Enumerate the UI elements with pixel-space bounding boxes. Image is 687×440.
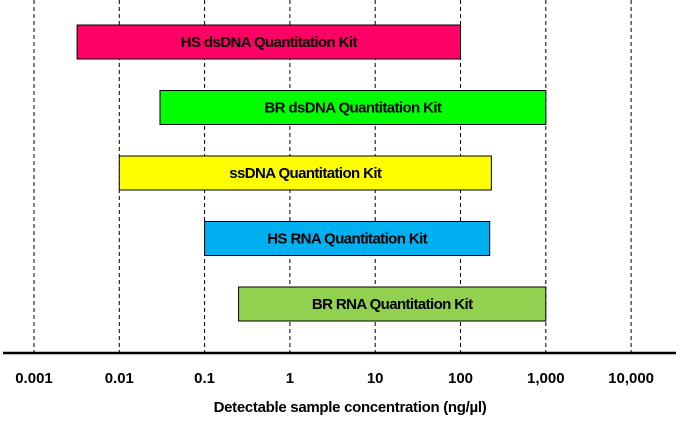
x-tick-label: 1 bbox=[286, 370, 294, 387]
bar-rect bbox=[238, 286, 547, 322]
x-tick-label: 0.001 bbox=[15, 370, 53, 387]
x-tick-label: 0.1 bbox=[194, 370, 215, 387]
x-tick-label: 100 bbox=[448, 370, 473, 387]
bar-label: HS RNA Quantitation Kit bbox=[267, 231, 427, 248]
x-tick-label: 1,000 bbox=[527, 370, 565, 387]
x-tick-labels: 0.001 0.01 0.1 1 10 100 1,000 10,000 bbox=[15, 370, 654, 387]
range-bar: HS dsDNA Quantitation Kit bbox=[76, 24, 461, 60]
bar-label: BR RNA Quantitation Kit bbox=[312, 296, 473, 313]
bar-label: BR dsDNA Quantitation Kit bbox=[264, 100, 442, 117]
range-bar: HS RNA Quantitation Kit bbox=[204, 221, 491, 256]
x-axis-title: Detectable sample concentration (ng/µl) bbox=[214, 399, 487, 416]
range-bar: BR dsDNA Quantitation Kit bbox=[159, 90, 547, 125]
range-bar: BR RNA Quantitation Kit bbox=[238, 286, 547, 322]
x-tick-label: 0.01 bbox=[105, 370, 134, 387]
x-tick-label: 10 bbox=[367, 370, 384, 387]
range-bar: ssDNA Quantitation Kit bbox=[118, 155, 492, 191]
bar-rect bbox=[204, 221, 491, 256]
bar-label: HS dsDNA Quantitation Kit bbox=[181, 34, 358, 51]
bars: HS dsDNA Quantitation Kit BR dsDNA Quanti… bbox=[76, 24, 547, 322]
bar-rect bbox=[76, 24, 461, 60]
bar-label: ssDNA Quantitation Kit bbox=[229, 165, 382, 182]
bar-rect bbox=[159, 90, 547, 125]
bar-rect bbox=[118, 155, 492, 191]
x-tick-label: 10,000 bbox=[608, 370, 654, 387]
